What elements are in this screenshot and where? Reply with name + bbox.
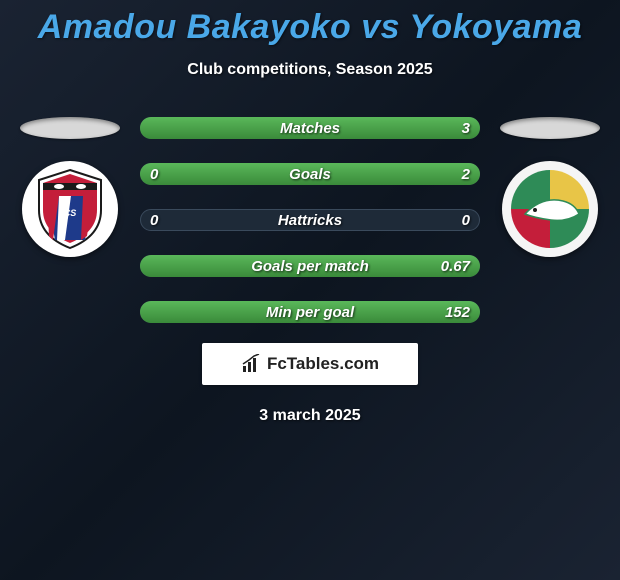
- stat-row: Min per goal 152: [140, 301, 480, 323]
- watermark-text: FcTables.com: [267, 354, 379, 374]
- svg-text:CS: CS: [64, 208, 77, 218]
- stat-row: 0 Goals 2: [140, 163, 480, 185]
- stat-label: Hattricks: [140, 209, 480, 231]
- stat-bars: Matches 3 0 Goals 2 0 Hattricks 0 Goals: [140, 117, 480, 323]
- club-crest-left: CS: [22, 161, 118, 257]
- jef-united-icon: [507, 166, 593, 252]
- watermark: FcTables.com: [202, 343, 418, 385]
- stat-right-value: 3: [462, 117, 470, 139]
- stat-row: Goals per match 0.67: [140, 255, 480, 277]
- stat-row: 0 Hattricks 0: [140, 209, 480, 231]
- stat-right-value: 0.67: [441, 255, 470, 277]
- stat-right-value: 2: [462, 163, 470, 185]
- consadole-sapporo-icon: CS: [35, 168, 105, 250]
- chart-icon: [241, 354, 263, 374]
- comparison-area: CS Matches 3 0 Goals 2 0: [0, 117, 620, 323]
- club-crest-right: [502, 161, 598, 257]
- date: 3 march 2025: [259, 407, 360, 425]
- stat-label: Matches: [140, 117, 480, 139]
- player-right-side: [500, 117, 600, 257]
- stat-right-value: 152: [445, 301, 470, 323]
- stat-label: Goals per match: [140, 255, 480, 277]
- stat-label: Goals: [140, 163, 480, 185]
- player-right-placeholder: [500, 117, 600, 139]
- player-left-side: CS: [20, 117, 120, 257]
- stat-right-value: 0: [462, 209, 470, 231]
- stat-row: Matches 3: [140, 117, 480, 139]
- page-title: Amadou Bakayoko vs Yokoyama: [38, 8, 583, 47]
- player-left-placeholder: [20, 117, 120, 139]
- subtitle: Club competitions, Season 2025: [187, 61, 432, 79]
- stat-label: Min per goal: [140, 301, 480, 323]
